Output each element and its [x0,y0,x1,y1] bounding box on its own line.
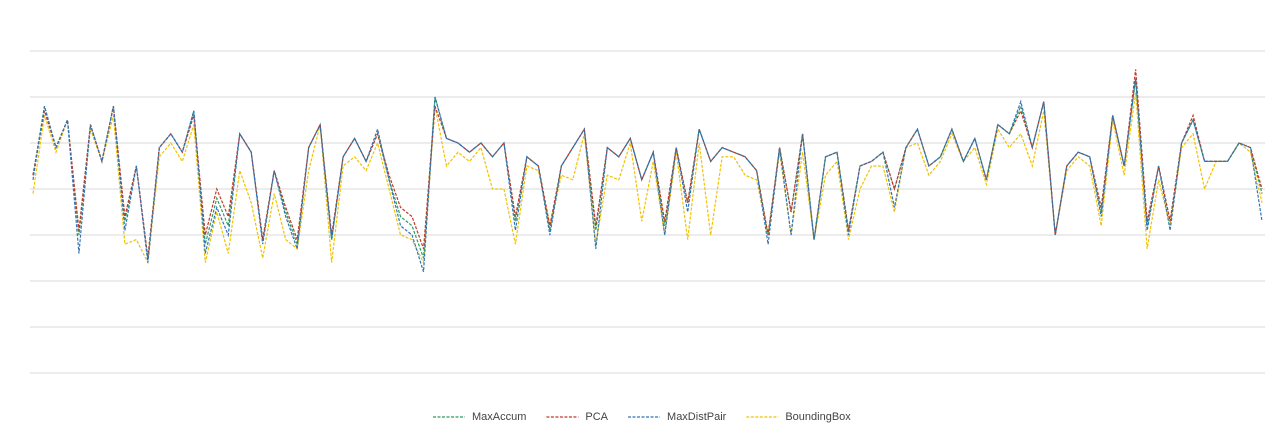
series-line [32,78,1263,259]
legend-label: BoundingBox [785,411,851,423]
legend-label: PCA [585,411,608,423]
series-line [32,92,1263,265]
legend-label: MaxDistPair [667,411,727,423]
legend-label: MaxAccum [472,411,526,423]
series-line [32,78,1263,272]
series-line [32,69,1263,259]
